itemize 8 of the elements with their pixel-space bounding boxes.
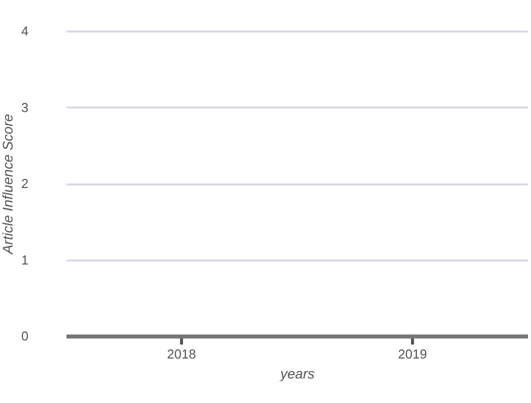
x-tick-label: 2018 <box>167 346 196 362</box>
y-tick-label: 2 <box>21 176 28 191</box>
y-tick-label: 1 <box>21 252 28 268</box>
y-tick-label: 3 <box>21 100 28 115</box>
y-tick-label: 0 <box>21 328 28 344</box>
y-tick-label: 4 <box>21 24 28 38</box>
y-axis-title: Article Influence Score <box>0 114 16 256</box>
x-tick-label: 2019 <box>398 346 427 362</box>
